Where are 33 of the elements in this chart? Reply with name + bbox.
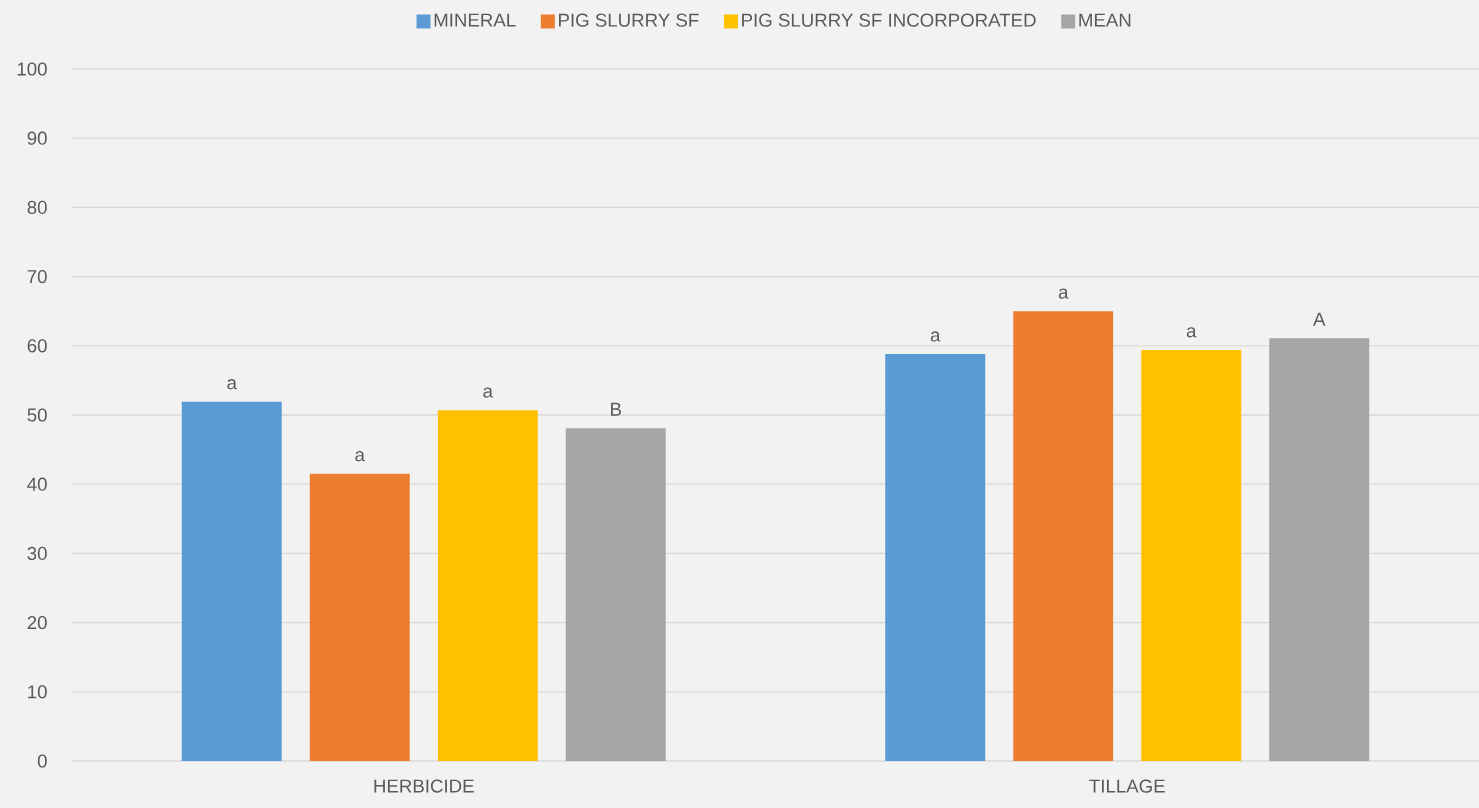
legend-label: PIG SLURRY SF — [559, 13, 699, 27]
legend-label: MEAN — [1079, 13, 1131, 27]
y-tick-label: 100 — [17, 62, 47, 76]
data-label: B — [611, 402, 621, 416]
data-label: a — [1058, 288, 1069, 299]
data-label: a — [1186, 327, 1197, 338]
y-tick-label: 30 — [27, 546, 47, 561]
y-tick-label: 50 — [27, 408, 47, 422]
y-tick-label: 0 — [37, 754, 47, 768]
y-tick-label: 70 — [27, 269, 47, 284]
data-label: a — [355, 451, 365, 462]
y-tick-label: 60 — [27, 339, 47, 353]
bar — [181, 401, 282, 761]
bar — [885, 354, 986, 761]
legend-label: MINERAL — [434, 13, 516, 27]
y-tick-label: 10 — [28, 685, 47, 699]
y-tick-label: 90 — [27, 131, 47, 145]
data-label: a — [227, 379, 237, 390]
legend-label: PIG SLURRY SF INCORPORATED — [742, 13, 1036, 27]
bar — [1269, 338, 1370, 761]
data-label: a — [483, 387, 493, 398]
x-tick-label: TILLAGE — [1089, 779, 1165, 793]
data-label: a — [930, 331, 941, 342]
bar — [1141, 349, 1242, 761]
bar — [437, 410, 538, 761]
x-tick-label: HERBICIDE — [374, 779, 474, 793]
data-label: A — [1313, 312, 1326, 326]
y-tick-label: 80 — [27, 200, 47, 215]
y-tick-label: 40 — [27, 477, 47, 491]
bar — [565, 428, 666, 761]
bar — [309, 473, 410, 761]
y-tick-label: 20 — [27, 615, 47, 630]
bar — [1013, 311, 1114, 761]
